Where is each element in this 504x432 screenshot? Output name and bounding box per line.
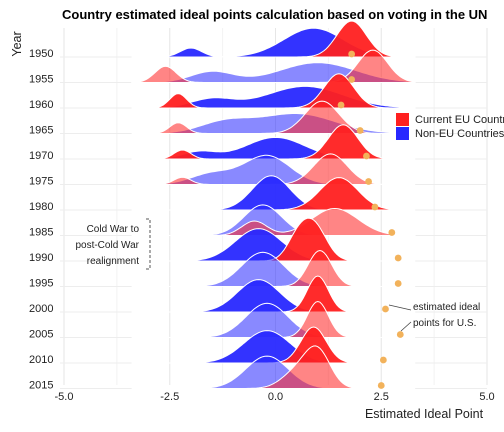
y-tick-label: 1975	[29, 176, 53, 188]
y-tick-label: 1990	[29, 252, 53, 264]
ridges	[131, 20, 416, 389]
ridge-row-1995	[131, 249, 416, 287]
y-tick-labels: 1950 1955 1960 1965 1970 1975 1980 1985 1990 1995…	[29, 48, 53, 392]
y-tick-label: 1995	[29, 278, 53, 290]
y-tick-label: 2015	[29, 380, 53, 392]
us-point-1995	[394, 280, 402, 287]
x-tick-label: -5.0	[55, 391, 74, 403]
y-axis-label: Year	[10, 31, 24, 56]
y-tick-label: 1980	[29, 201, 53, 213]
legend-swatch-non-eu	[396, 127, 409, 140]
legend-swatch-eu	[396, 113, 409, 126]
us-annotation-pointer-2	[400, 321, 412, 332]
x-tick-labels: -5.0 -2.5 0.0 2.5 5.0	[55, 391, 495, 403]
us-point-1955	[348, 76, 356, 83]
x-tick-label: -2.5	[160, 391, 179, 403]
ridge-eu-1955	[131, 49, 416, 83]
chart-title: Country estimated ideal points calculati…	[62, 7, 487, 22]
x-tick-label: 2.5	[374, 391, 389, 403]
x-tick-label: 0.0	[268, 391, 283, 403]
ridge-row-1985	[131, 204, 416, 236]
us-point-2005	[396, 331, 404, 338]
us-point-2015	[377, 382, 385, 389]
x-tick-label: 5.0	[479, 391, 494, 403]
us-point-2010	[379, 356, 387, 364]
ridge-eu-2015	[131, 345, 416, 389]
us-point-1950	[348, 50, 356, 58]
legend-label-eu: Current EU Countries	[415, 114, 504, 126]
us-point-1980	[371, 203, 379, 211]
y-tick-label: 2005	[29, 329, 53, 341]
ridge-row-1960	[131, 73, 416, 109]
cold-war-annotation: Cold War to post-Cold War realignment	[75, 218, 151, 270]
us-point-1975	[365, 178, 372, 185]
y-tick-label: 2010	[29, 354, 53, 366]
us-point-2000	[382, 305, 389, 313]
annotation-line-2: post-Cold War	[75, 240, 139, 251]
y-tick-label: 1965	[29, 125, 53, 137]
ridge-row-2015	[131, 345, 416, 389]
ridge-eu-1985	[131, 207, 416, 236]
y-tick-label: 2000	[29, 303, 53, 315]
us-points	[337, 50, 404, 389]
y-tick-label: 1985	[29, 227, 53, 239]
us-point-1970	[363, 152, 370, 160]
y-tick-label: 1955	[29, 74, 53, 86]
legend: Current EU Countries Non-EU Countries	[396, 113, 504, 140]
annotation-bracket	[146, 218, 151, 270]
ridge-eu-1950	[131, 20, 416, 58]
us-annotation: estimated ideal points for U.S.	[388, 302, 480, 332]
us-point-1960	[337, 101, 345, 109]
y-tick-label: 1960	[29, 99, 53, 111]
us-point-1990	[394, 254, 402, 262]
us-point-1985	[388, 229, 396, 236]
us-annotation-pointer-1	[388, 304, 412, 311]
ridge-eu-1995	[131, 249, 416, 287]
x-axis-label: Estimated Ideal Point	[365, 407, 484, 421]
ridge-eu-1960	[131, 73, 416, 109]
annotation-line-1: Cold War to	[87, 224, 140, 235]
legend-label-non-eu: Non-EU Countries	[415, 128, 504, 140]
us-annotation-line-1: estimated ideal	[413, 302, 480, 313]
y-tick-label: 1950	[29, 48, 53, 60]
ridge-non-eu-1995	[131, 251, 416, 287]
annotation-line-3: realignment	[87, 256, 139, 267]
us-point-1965	[356, 127, 364, 134]
y-tick-label: 1970	[29, 150, 53, 162]
us-annotation-line-2: points for U.S.	[413, 318, 476, 329]
